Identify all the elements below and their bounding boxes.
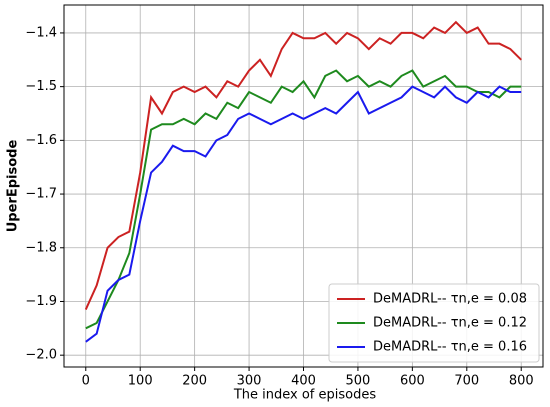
x-tick-label: 700 (454, 374, 479, 389)
x-axis-label: The index of episodes (233, 388, 377, 403)
y-axis-label: UperEpisode (6, 140, 21, 233)
x-tick-label: 800 (509, 374, 534, 389)
y-tick-label: −1.6 (25, 133, 57, 148)
plot-frame (63, 4, 544, 368)
y-tick-label: −2.0 (25, 348, 57, 363)
y-tick-label: −1.7 (25, 187, 57, 202)
y-tick-label: −1.8 (25, 240, 57, 255)
x-tick-label: 500 (346, 374, 371, 389)
y-tick-label: −1.4 (25, 25, 57, 40)
x-tick-label: 400 (291, 374, 316, 389)
series-line (84, 20, 522, 310)
x-tick-label: 200 (182, 374, 207, 389)
x-tick-label: 300 (237, 374, 262, 389)
legend-label: DeMADRL-- τn,e = 0.16 (373, 340, 527, 355)
x-tick-label: 0 (82, 374, 90, 389)
legend-box (328, 283, 540, 363)
x-tick-label: 600 (400, 374, 425, 389)
legend-label: DeMADRL-- τn,e = 0.08 (373, 292, 527, 307)
series-line (85, 85, 522, 343)
legend: DeMADRL-- τn,e = 0.08 DeMADRL-- τn,e = 0.… (328, 283, 540, 363)
y-tick-label: −1.9 (25, 294, 57, 309)
y-tick-label: −1.5 (25, 79, 57, 94)
legend-label: DeMADRL-- τn,e = 0.12 (373, 316, 527, 331)
x-tick-label: 100 (128, 374, 153, 389)
series-line (85, 69, 522, 330)
